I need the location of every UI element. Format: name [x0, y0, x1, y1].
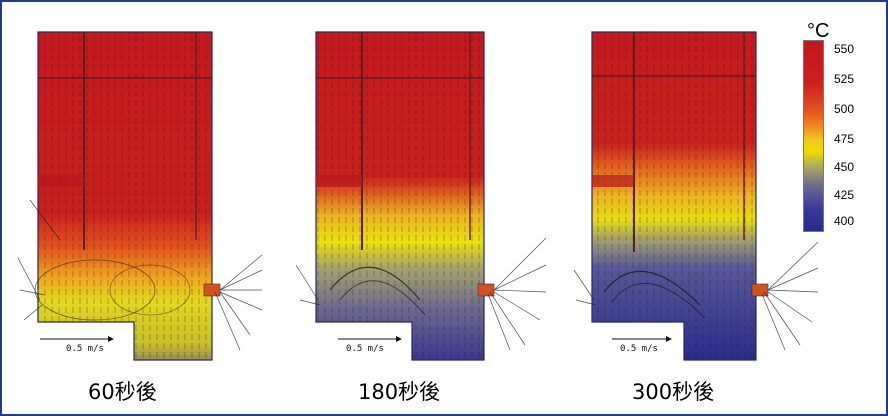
- colorbar: [803, 40, 824, 232]
- panel-3-geometry: [573, 31, 819, 361]
- panel-2-scale-arrow: [338, 336, 402, 342]
- panel-2-scale-label: 0.5 m/s: [346, 344, 384, 354]
- panel-3-scale-arrow: [612, 336, 672, 342]
- panel-2-geometry: [295, 31, 547, 361]
- colorbar-tick: 550: [834, 42, 855, 56]
- colorbar-unit: °C: [807, 20, 830, 42]
- panel-1-scale-label: 0.5 m/s: [66, 344, 104, 354]
- colorbar-tick: 500: [834, 102, 855, 116]
- colorbar-tick: 475: [834, 132, 855, 146]
- colorbar-tick: 450: [834, 160, 855, 174]
- panel-1-scale-arrow: [40, 336, 114, 342]
- panel-1-geometry: [17, 31, 263, 361]
- panel-3-scale-label: 0.5 m/s: [620, 344, 658, 354]
- colorbar-tick: 400: [834, 214, 855, 228]
- panel-2-caption: 180秒後: [358, 380, 441, 404]
- colorbar-tick: 525: [834, 72, 855, 86]
- colorbar-tick: 425: [834, 188, 855, 202]
- panel-3-caption: 300秒後: [632, 380, 715, 404]
- panel-1-caption: 60秒後: [88, 380, 157, 404]
